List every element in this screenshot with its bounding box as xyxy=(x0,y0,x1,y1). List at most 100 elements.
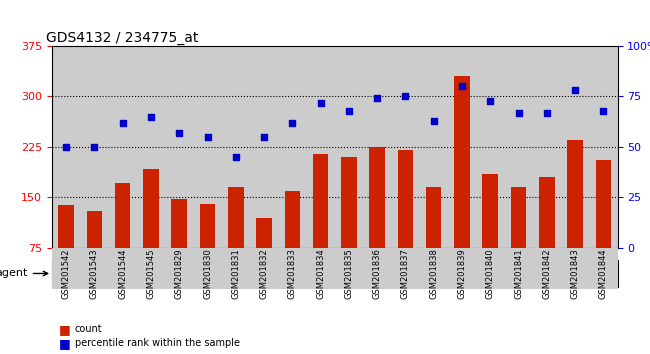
Point xyxy=(146,114,156,120)
Text: GSM201842: GSM201842 xyxy=(542,249,551,299)
Bar xyxy=(250,248,278,289)
Bar xyxy=(109,46,137,248)
Bar xyxy=(476,258,504,289)
Text: agent: agent xyxy=(0,268,47,279)
Bar xyxy=(590,248,618,289)
Bar xyxy=(511,187,526,248)
Bar xyxy=(533,248,561,289)
Text: GSM201543: GSM201543 xyxy=(90,249,99,299)
Text: GSM201544: GSM201544 xyxy=(118,249,127,299)
Text: GSM201837: GSM201837 xyxy=(401,249,410,299)
Bar xyxy=(81,46,109,248)
Point xyxy=(485,98,495,103)
Bar xyxy=(81,258,109,289)
Bar xyxy=(504,258,533,289)
Bar xyxy=(136,248,165,289)
Bar xyxy=(335,258,363,289)
Text: GSM201838: GSM201838 xyxy=(429,249,438,299)
Text: GSM201830: GSM201830 xyxy=(203,249,212,299)
Text: ■: ■ xyxy=(58,323,70,336)
Bar xyxy=(420,248,448,289)
Text: GDS4132 / 234775_at: GDS4132 / 234775_at xyxy=(46,31,199,45)
Bar xyxy=(476,46,504,248)
Text: GSM201834: GSM201834 xyxy=(316,249,325,299)
Point xyxy=(372,96,382,101)
Bar xyxy=(482,174,498,248)
Bar xyxy=(567,140,583,248)
Bar xyxy=(52,46,81,248)
Point xyxy=(89,144,99,150)
Bar xyxy=(136,258,165,289)
Point xyxy=(287,120,298,126)
Text: ■: ■ xyxy=(58,337,70,350)
Bar xyxy=(561,248,590,289)
Bar xyxy=(278,46,307,248)
Point xyxy=(231,154,241,160)
Text: GSM201542: GSM201542 xyxy=(62,249,71,299)
Bar xyxy=(335,260,618,287)
Bar xyxy=(420,46,448,248)
Bar xyxy=(398,150,413,248)
Bar xyxy=(595,160,611,248)
Point xyxy=(457,84,467,89)
Text: pretreatment: pretreatment xyxy=(156,268,231,279)
Point xyxy=(400,94,411,99)
Bar xyxy=(222,258,250,289)
Bar xyxy=(341,157,357,248)
Bar xyxy=(369,147,385,248)
Text: GSM201839: GSM201839 xyxy=(458,249,467,299)
Text: GSM201832: GSM201832 xyxy=(259,249,268,299)
Text: GSM201844: GSM201844 xyxy=(599,249,608,299)
Bar xyxy=(52,248,81,289)
Bar xyxy=(533,258,561,289)
Text: percentile rank within the sample: percentile rank within the sample xyxy=(75,338,240,348)
Bar xyxy=(335,46,363,248)
Point xyxy=(598,108,608,113)
Bar xyxy=(590,258,618,289)
Bar xyxy=(448,258,476,289)
Bar xyxy=(165,46,194,248)
Text: GSM201840: GSM201840 xyxy=(486,249,495,299)
Bar xyxy=(420,258,448,289)
Bar xyxy=(285,190,300,248)
Bar xyxy=(561,258,590,289)
Bar xyxy=(52,258,81,289)
Bar xyxy=(194,258,222,289)
Bar xyxy=(81,248,109,289)
Point xyxy=(118,120,128,126)
Point xyxy=(570,87,580,93)
Bar xyxy=(561,46,590,248)
Bar xyxy=(391,258,420,289)
Bar xyxy=(278,258,307,289)
Bar xyxy=(448,248,476,289)
Point xyxy=(61,144,72,150)
Bar xyxy=(194,46,222,248)
Bar xyxy=(391,248,420,289)
Bar xyxy=(136,46,165,248)
Point xyxy=(259,134,269,140)
Bar xyxy=(200,204,215,248)
Bar xyxy=(313,154,328,248)
Text: GSM201831: GSM201831 xyxy=(231,249,240,299)
Point xyxy=(514,110,524,115)
Bar xyxy=(363,46,391,248)
Bar xyxy=(194,248,222,289)
Bar xyxy=(165,258,194,289)
Bar xyxy=(52,260,335,287)
Point xyxy=(315,100,326,105)
Bar xyxy=(256,217,272,248)
Bar xyxy=(476,248,504,289)
Bar xyxy=(448,46,476,248)
Bar xyxy=(504,248,533,289)
Text: GSM201836: GSM201836 xyxy=(372,249,382,299)
Text: GSM201833: GSM201833 xyxy=(288,249,297,299)
Bar xyxy=(86,211,102,248)
Point xyxy=(174,130,185,136)
Bar xyxy=(307,248,335,289)
Bar xyxy=(109,248,137,289)
Bar xyxy=(250,258,278,289)
Bar xyxy=(590,46,618,248)
Bar xyxy=(222,46,250,248)
Bar xyxy=(228,187,244,248)
Text: pioglitazone: pioglitazone xyxy=(442,268,510,279)
